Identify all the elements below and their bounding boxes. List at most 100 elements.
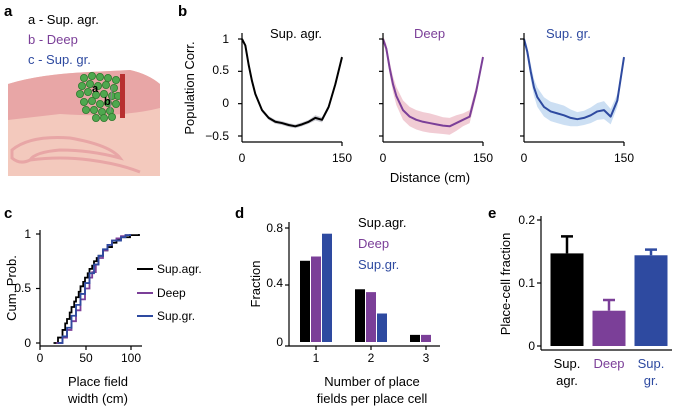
x-tick-label: 0 (37, 351, 44, 365)
panel-b-ylabel: Population Corr. (182, 41, 197, 134)
bar-supagr-2 (355, 289, 365, 342)
category-label-sup-gr-line1: Sup. (638, 356, 665, 371)
panel-d: d Fraction 0.8 0.4 0 1 2 3 Number of pla… (235, 205, 440, 406)
bar-deep-2 (366, 292, 376, 342)
mean-correlation-line (523, 38, 625, 121)
panel-c-xlabel-line1: Place field (68, 374, 128, 389)
panel-b-letter: b (178, 3, 187, 20)
place-cell-dot (100, 114, 109, 123)
y-tick-label: 1 (222, 32, 229, 46)
panel-c-letter: c (4, 205, 12, 222)
y-tick-label: 1 (24, 227, 31, 241)
marker-b: b (104, 96, 111, 108)
legend-d-deep: Deep (358, 236, 389, 251)
cdf-line-deep (56, 234, 131, 344)
place-cell-dot (100, 90, 109, 99)
x-tick-label: 0 (521, 151, 528, 165)
legend-a-sup-agr: a - Sup. agr. (28, 12, 99, 27)
x-tick-label: 150 (473, 151, 493, 165)
panel-e-letter: e (488, 205, 496, 222)
bar-sup-agr (550, 253, 584, 346)
dentate-outline (29, 156, 141, 174)
legend-c-sup-agr: Sup.agr. (157, 262, 202, 276)
y-tick-label: 0.1 (518, 276, 535, 290)
x-tick-label: 50 (79, 351, 93, 365)
x-tick-label: 150 (614, 151, 634, 165)
panel-d-ylabel: Fraction (248, 261, 263, 308)
error-band (383, 35, 483, 135)
place-cell-dot (112, 76, 121, 85)
panel-b-subplot-deep: Deep 0 150 (379, 26, 493, 165)
legend-c-sup-gr: Sup.gr. (157, 309, 195, 323)
hippocampus-outline (10, 136, 124, 164)
place-cell-dot (88, 72, 97, 81)
panel-d-letter: d (235, 205, 244, 222)
place-cell-dot (86, 80, 95, 89)
bar-deep (592, 310, 626, 346)
error-band (242, 37, 342, 129)
y-tick-label: 0.4 (266, 276, 283, 290)
x-tick-label: 150 (332, 151, 352, 165)
recording-electrode (120, 74, 125, 118)
bar-supagr-3 (410, 334, 420, 342)
panel-c-legend: Sup.agr. Deep Sup.gr. (137, 262, 202, 323)
y-tick-label: 0 (222, 96, 229, 110)
place-cell-dot (102, 81, 111, 90)
bar-sup-gr (634, 255, 668, 346)
y-tick-label: 0.5 (212, 63, 229, 77)
x-tick-label: 2 (368, 351, 375, 365)
panel-b-xlabel: Distance (cm) (390, 170, 470, 185)
panel-a-letter: a (4, 3, 13, 20)
category-label-sup-agr-line2: agr. (556, 373, 578, 388)
panel-b-subplot-sup-gr: Sup. gr. 0 150 (520, 26, 634, 165)
error-band (524, 35, 624, 127)
place-cell-dot (78, 82, 87, 91)
x-tick-label: 0 (239, 151, 246, 165)
place-cell-dot (92, 91, 101, 100)
bar-supgr-2 (377, 313, 387, 342)
cdf-line-supgr (58, 234, 131, 344)
mean-correlation-line (382, 38, 484, 128)
place-cell-dot (82, 106, 91, 115)
place-cell-dot (84, 88, 93, 97)
category-label-deep: Deep (593, 356, 624, 371)
place-cell-dot (90, 106, 99, 115)
panel-c: c Cum. Prob. 1 0.5 0 0 50 100 Place fiel… (4, 205, 202, 406)
panel-e: e Place-cell fraction 0.2 0.1 0 Sup. agr… (488, 205, 672, 388)
bar-supgr-1 (322, 233, 332, 342)
place-cell-dot (94, 82, 103, 91)
place-cell-dot (80, 74, 89, 83)
bar-supagr-1 (300, 260, 310, 342)
electrode-shank (109, 85, 113, 113)
mean-correlation-line (241, 38, 343, 128)
legend-a-deep: b - Deep (28, 32, 78, 47)
y-tick-label: 0 (24, 336, 31, 350)
panel-d-xlabel-line2: fields per place cell (317, 391, 428, 406)
place-cell-dot (80, 98, 89, 107)
legend-d-sup-agr: Sup.agr. (358, 215, 406, 230)
place-cell-dot (92, 114, 101, 123)
subplot-title-sup-gr: Sup. gr. (546, 26, 591, 41)
bar-deep-3 (421, 334, 431, 342)
y-tick-label: 0.8 (266, 221, 283, 235)
y-tick-label: 0 (528, 339, 535, 353)
cdf-line-supagr (53, 234, 140, 344)
x-tick-label: 0 (380, 151, 387, 165)
y-tick-label: 0.2 (518, 213, 535, 227)
category-label-sup-gr-line2: gr. (644, 373, 658, 388)
x-tick-label: 1 (313, 351, 320, 365)
bar-deep-1 (311, 256, 321, 342)
y-tick-label: −0.5 (205, 129, 229, 143)
panel-b: b Population Corr. Distance (cm) Sup. ag… (178, 3, 634, 185)
place-cell-dot (108, 113, 117, 122)
marker-a: a (92, 83, 99, 95)
place-cell-dot (104, 99, 113, 108)
y-tick-label: 0.5 (14, 281, 31, 295)
category-label-sup-agr-line1: Sup. (554, 356, 581, 371)
panel-b-subplot-sup-agr: Sup. agr. 1 0.5 0 −0.5 0 150 (205, 26, 352, 165)
legend-d-sup-gr: Sup.gr. (358, 257, 399, 272)
legend-c-deep: Deep (157, 286, 186, 300)
y-tick-label: 0 (276, 335, 283, 349)
place-cell-dot (112, 100, 121, 109)
